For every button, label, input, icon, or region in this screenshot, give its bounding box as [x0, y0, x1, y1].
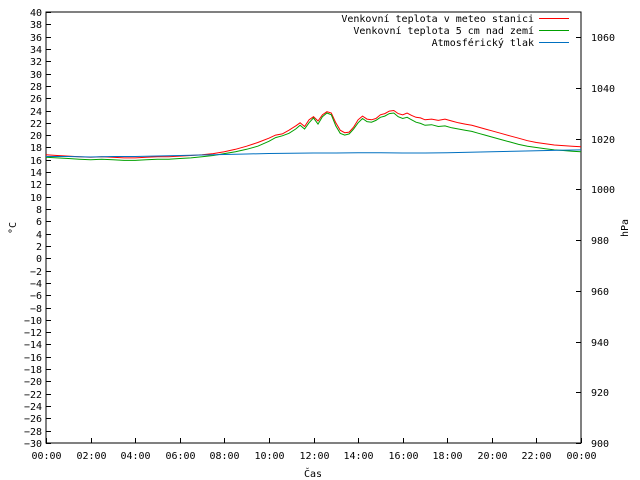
- x-axis-label: Čas: [304, 467, 322, 480]
- x-tick-label: 06:00: [165, 451, 195, 462]
- y-tick-label: −16: [24, 353, 42, 364]
- y-tick-label: 22: [30, 119, 42, 130]
- y-tick-label: 8: [36, 205, 42, 216]
- y-tick-label: 16: [30, 156, 42, 167]
- y-tick-label: −18: [24, 365, 42, 376]
- x-tick-label: 08:00: [209, 451, 239, 462]
- y-tick-label: 20: [30, 131, 42, 142]
- y2-tick-label: 960: [591, 287, 609, 298]
- y-axis-label: °C: [8, 222, 19, 234]
- y-tick-label: −10: [24, 316, 42, 327]
- y-tick-label: 32: [30, 57, 42, 68]
- y2-tick-label: 920: [591, 388, 609, 399]
- y-tick-label: −28: [24, 427, 42, 438]
- plot-frame: [45, 11, 582, 444]
- y-tick-label: 14: [30, 168, 42, 179]
- y-tick-label: 38: [30, 20, 42, 31]
- y-axis-left: −30−28−26−24−22−20−18−16−14−12−10−8−6−4−…: [24, 8, 51, 450]
- x-tick-label: 02:00: [76, 451, 106, 462]
- y-tick-label: −20: [24, 377, 42, 388]
- y-tick-label: 26: [30, 94, 42, 105]
- y2-tick-label: 1000: [591, 185, 615, 196]
- y-tick-label: 2: [36, 242, 42, 253]
- legend-label: Venkovní teplota 5 cm nad zemí: [353, 25, 534, 37]
- y-tick-label: −22: [24, 390, 42, 401]
- y-tick-label: −14: [24, 340, 42, 351]
- y-tick-label: −2: [30, 267, 42, 278]
- y-tick-label: 28: [30, 82, 42, 93]
- y-tick-label: 0: [36, 254, 42, 265]
- x-tick-label: 16:00: [388, 451, 418, 462]
- legend-label: Venkovní teplota v meteo stanici: [341, 13, 534, 25]
- x-tick-label: 00:00: [566, 451, 596, 462]
- x-tick-label: 10:00: [254, 451, 284, 462]
- y-axis-right: 900 920 940 960 980 1000 1020 1040 1060: [576, 33, 615, 450]
- x-tick-label: 12:00: [299, 451, 329, 462]
- y2-tick-label: 1040: [591, 84, 615, 95]
- x-tick-label: 14:00: [343, 451, 373, 462]
- y-tick-label: −30: [24, 439, 42, 450]
- y-tick-label: 4: [36, 230, 42, 241]
- y-tick-label: 24: [30, 107, 42, 118]
- y-tick-label: 36: [30, 33, 42, 44]
- x-tick-label: 18:00: [432, 451, 462, 462]
- y-tick-label: −6: [30, 291, 42, 302]
- y-tick-label: 10: [30, 193, 42, 204]
- y-tick-label: 30: [30, 70, 42, 81]
- y2-tick-label: 1060: [591, 33, 615, 44]
- y-tick-label: −4: [30, 279, 42, 290]
- x-tick-label: 20:00: [477, 451, 507, 462]
- y-tick-label: −24: [24, 402, 42, 413]
- series-line: [45, 112, 582, 161]
- y-tick-label: 34: [30, 45, 42, 56]
- y2-tick-label: 900: [591, 439, 609, 450]
- y-tick-label: 12: [30, 180, 42, 191]
- y2-tick-label: 940: [591, 338, 609, 349]
- y-tick-label: 40: [30, 8, 42, 19]
- y-tick-label: 6: [36, 217, 42, 228]
- legend-label: Atmosférický tlak: [432, 37, 534, 49]
- y-tick-label: −26: [24, 414, 42, 425]
- y-tick-label: −12: [24, 328, 42, 339]
- y2-tick-label: 980: [591, 236, 609, 247]
- series-line: [46, 149, 582, 158]
- series-lines: [45, 109, 582, 161]
- x-tick-label: 22:00: [521, 451, 551, 462]
- legend: Venkovní teplota v meteo staniciVenkovní…: [341, 13, 569, 49]
- y-tick-label: −8: [30, 304, 42, 315]
- y-tick-label: 18: [30, 143, 42, 154]
- x-tick-label: 00:00: [31, 451, 61, 462]
- x-axis: 00:00 02:00 04:00 06:00 08:00 10:00 12:00 14:00…: [31, 438, 597, 462]
- y2-tick-label: 1020: [591, 135, 615, 146]
- y2-axis-label: hPa: [620, 219, 631, 237]
- series-line: [45, 109, 582, 159]
- x-tick-label: 04:00: [120, 451, 150, 462]
